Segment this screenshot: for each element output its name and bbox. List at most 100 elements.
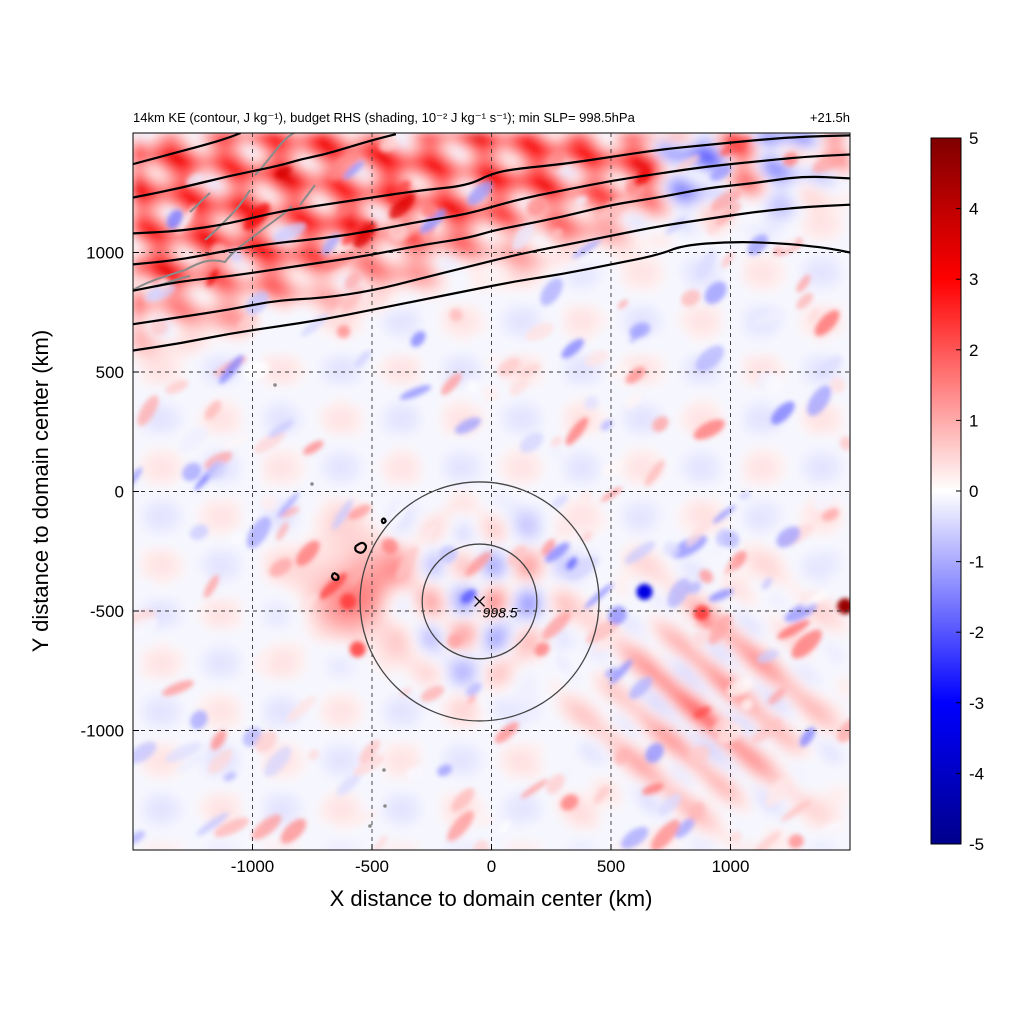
shading-cell	[297, 599, 306, 607]
shading-cell	[168, 183, 177, 191]
shading-cell	[563, 548, 571, 557]
shading-cell	[706, 656, 715, 665]
shading-cell	[204, 419, 213, 428]
shading-cell	[498, 584, 507, 593]
shading-cell	[161, 369, 170, 378]
shading-cell	[391, 720, 399, 729]
shading-cell	[434, 599, 442, 607]
shading-cell	[706, 154, 715, 163]
shading-cell	[168, 190, 177, 199]
shading-cell	[591, 670, 600, 679]
shading-cell	[262, 570, 270, 579]
shading-cell	[505, 749, 514, 758]
shading-cell	[326, 749, 335, 758]
shading-cell	[254, 226, 263, 234]
shading-cell	[147, 477, 156, 485]
shading-cell	[477, 154, 485, 163]
shading-cell	[233, 312, 242, 321]
shading-cell	[513, 806, 521, 815]
shading-cell	[398, 419, 407, 428]
shading-cell	[154, 161, 163, 170]
shading-cell	[685, 814, 693, 822]
shading-cell	[498, 749, 507, 758]
shading-cell	[513, 147, 521, 156]
shading-cell	[219, 656, 227, 665]
shading-cell	[211, 297, 220, 306]
shading-cell	[290, 147, 299, 156]
shading-cell	[527, 133, 536, 141]
shading-cell	[513, 527, 521, 536]
shading-cell	[233, 814, 242, 822]
shading-cell	[520, 763, 528, 772]
shading-cell	[462, 842, 471, 850]
shading-cell	[283, 204, 292, 213]
shading-cell	[362, 262, 371, 270]
shading-cell	[161, 821, 170, 830]
shading-cell	[520, 513, 528, 521]
shading-cell	[133, 183, 141, 191]
shading-cell	[312, 613, 321, 622]
shading-cell	[642, 728, 650, 736]
shading-cell	[204, 720, 213, 729]
shading-cell	[226, 140, 234, 148]
shading-cell	[204, 649, 213, 658]
shading-cell	[383, 584, 392, 593]
shading-cell	[312, 520, 321, 528]
shading-cell	[627, 276, 636, 285]
shading-cell	[362, 168, 371, 177]
shading-cell	[319, 154, 328, 163]
shading-cell	[426, 534, 435, 543]
shading-cell	[634, 469, 643, 478]
shading-cell	[434, 677, 442, 686]
shading-cell	[520, 133, 528, 141]
shading-cell	[656, 778, 665, 787]
shading-cell	[405, 505, 414, 514]
shading-cell	[584, 426, 593, 435]
shading-cell	[477, 319, 485, 328]
shading-cell	[276, 771, 285, 779]
shading-cell	[219, 527, 227, 536]
shading-cell	[520, 161, 528, 170]
shading-cell	[355, 749, 364, 758]
shading-cell	[269, 649, 277, 658]
shading-cell	[548, 226, 557, 234]
shading-cell	[627, 233, 636, 242]
shading-cell	[297, 541, 306, 550]
shading-cell	[627, 305, 636, 313]
shading-cell	[383, 656, 392, 665]
shading-cell	[706, 520, 715, 528]
shading-cell	[269, 204, 277, 213]
shading-cell	[649, 211, 658, 220]
shading-cell	[491, 613, 500, 622]
shading-cell	[685, 649, 693, 658]
shading-cell	[663, 749, 672, 758]
shading-cell	[534, 613, 543, 622]
shading-cell	[161, 814, 170, 822]
shading-cell	[319, 376, 328, 385]
shading-cell	[297, 663, 306, 672]
shading-cell	[642, 713, 650, 722]
shading-cell	[269, 219, 277, 227]
shading-cell	[477, 642, 485, 650]
shading-cell	[591, 713, 600, 722]
shading-cell	[183, 147, 191, 156]
shading-cell	[656, 771, 665, 779]
shading-cell	[398, 713, 407, 722]
shading-cell	[262, 247, 270, 256]
shading-cell	[484, 606, 493, 614]
shading-cell	[520, 771, 528, 779]
shading-cell	[405, 584, 414, 593]
shading-cell	[534, 426, 543, 435]
shading-cell	[168, 706, 177, 715]
shading-cell	[498, 591, 507, 600]
shading-cell	[513, 591, 521, 600]
shading-cell	[383, 276, 392, 285]
shading-cell	[706, 799, 715, 808]
shading-cell	[455, 498, 464, 507]
shading-cell	[527, 771, 536, 779]
shading-cell	[262, 713, 270, 722]
shading-cell	[670, 634, 679, 643]
shading-cell	[484, 240, 493, 249]
shading-cell	[340, 627, 349, 636]
shading-cell	[376, 706, 385, 715]
